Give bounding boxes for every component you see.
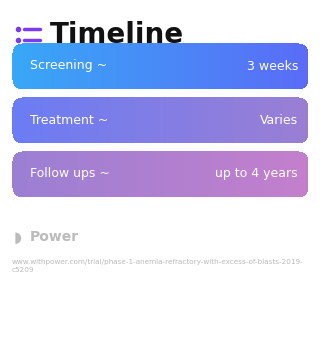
- Text: Treatment ~: Treatment ~: [30, 114, 108, 126]
- Text: Varies: Varies: [260, 114, 298, 126]
- Text: Follow ups ~: Follow ups ~: [30, 167, 110, 180]
- Text: Timeline: Timeline: [50, 21, 184, 49]
- Text: www.withpower.com/trial/phase-1-anemia-refractory-with-excess-of-blasts-2019-
c5: www.withpower.com/trial/phase-1-anemia-r…: [12, 259, 304, 273]
- Text: up to 4 years: up to 4 years: [215, 167, 298, 180]
- Text: Screening ~: Screening ~: [30, 60, 107, 73]
- Text: ◗: ◗: [14, 230, 22, 244]
- Text: 3 weeks: 3 weeks: [247, 60, 298, 73]
- Text: Power: Power: [30, 230, 79, 244]
